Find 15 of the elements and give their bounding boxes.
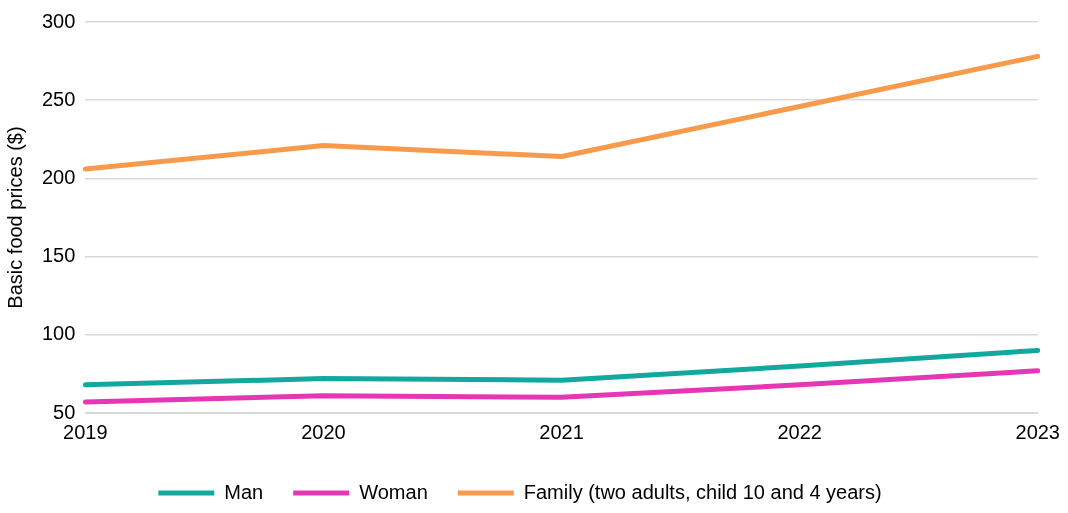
x-tick-label: 2020 <box>301 420 346 443</box>
y-tick-label: 250 <box>41 87 76 110</box>
y-axis-title: Basic food prices ($) <box>3 126 26 309</box>
y-tick-label: 300 <box>41 9 76 32</box>
x-tick-label: 2019 <box>63 420 108 443</box>
y-tick-label: 150 <box>41 244 76 267</box>
x-tick-label: 2022 <box>777 420 822 443</box>
legend-label: Woman <box>359 480 428 503</box>
x-tick-label: 2021 <box>539 420 584 443</box>
legend-label: Family (two adults, child 10 and 4 years) <box>523 480 882 503</box>
legend-label: Man <box>224 480 264 503</box>
x-tick-label: 2023 <box>1015 420 1060 443</box>
y-tick-label: 200 <box>41 165 76 188</box>
y-tick-label: 100 <box>41 322 76 345</box>
y-tick-label: 50 <box>53 400 76 423</box>
